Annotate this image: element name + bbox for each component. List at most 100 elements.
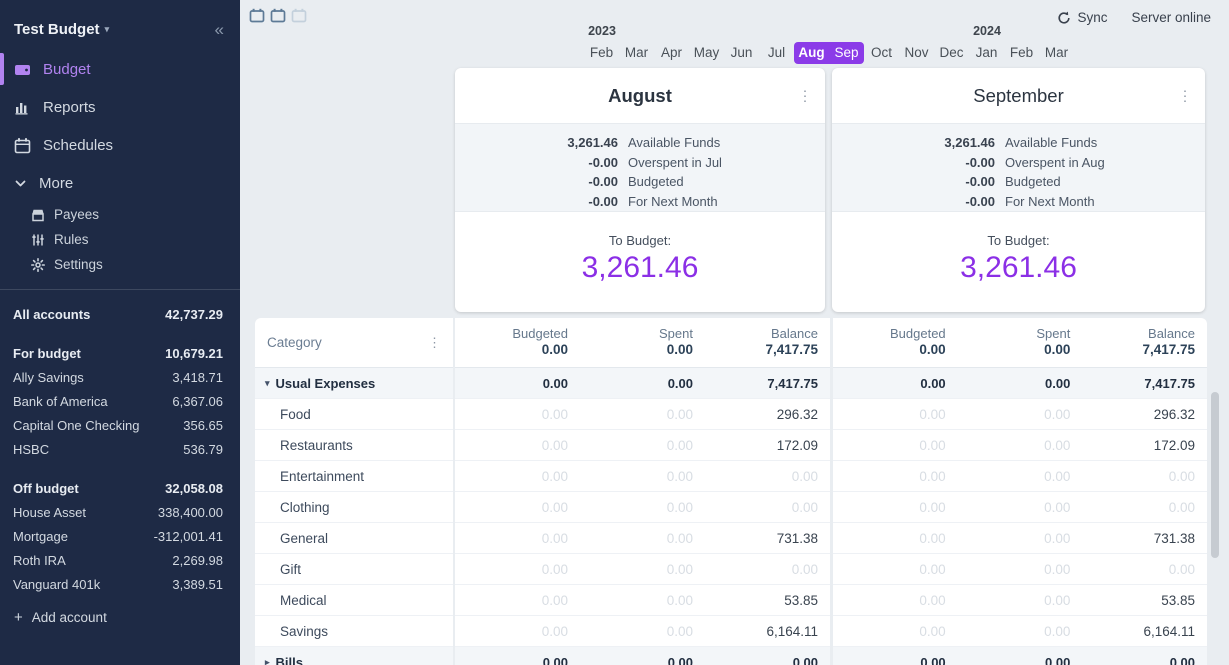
category-row-clothing[interactable]: Clothing <box>255 492 453 523</box>
budgeted-cell[interactable]: 0.00 <box>541 530 568 546</box>
category-row-gift[interactable]: Gift <box>255 554 453 585</box>
all-accounts-row[interactable]: All accounts 42,737.29 <box>13 302 223 326</box>
spent-cell[interactable]: 0.00 <box>666 468 693 484</box>
balance-column-header[interactable]: Balance 7,417.75 <box>705 326 830 367</box>
sidebar-item-payees[interactable]: Payees <box>0 202 240 227</box>
month-button-mar-1[interactable]: Mar <box>624 45 649 60</box>
sidebar-account-item[interactable]: House Asset 338,400.00 <box>13 500 223 524</box>
balance-cell[interactable]: 0.00 <box>1168 468 1196 484</box>
balance-cell[interactable]: 53.85 <box>784 592 818 608</box>
spent-cell[interactable]: 0.00 <box>666 406 693 422</box>
month-button-may-3[interactable]: May <box>693 45 720 60</box>
balance-cell[interactable]: 0.00 <box>791 561 818 577</box>
spent-cell[interactable]: 0.00 <box>666 530 693 546</box>
sidebar-account-item[interactable]: Ally Savings 3,418.71 <box>13 365 223 389</box>
spent-cell[interactable]: 0.00 <box>666 437 693 453</box>
spent-column-header[interactable]: Spent 0.00 <box>580 326 705 367</box>
sidebar-item-rules[interactable]: Rules <box>0 227 240 252</box>
budgeted-cell[interactable]: 0.00 <box>541 499 568 515</box>
budgeted-cell[interactable]: 0.00 <box>919 530 946 546</box>
collapse-group-icon[interactable]: ▾ <box>265 377 270 388</box>
one-month-view-icon[interactable] <box>249 8 265 23</box>
balance-cell[interactable]: 7,417.75 <box>767 375 818 391</box>
three-month-view-icon[interactable] <box>291 8 307 23</box>
sidebar-account-item[interactable]: Vanguard 401k 3,389.51 <box>13 572 223 596</box>
spent-cell[interactable]: 0.00 <box>666 623 693 639</box>
balance-cell[interactable]: 172.09 <box>776 437 818 453</box>
sidebar-item-more[interactable]: More <box>0 164 240 202</box>
balance-cell[interactable]: 0.00 <box>791 499 818 515</box>
budgeted-cell[interactable]: 0.00 <box>542 654 568 665</box>
spent-cell[interactable]: 0.00 <box>667 375 693 391</box>
month-button-jun-4[interactable]: Jun <box>730 45 753 60</box>
category-row-general[interactable]: General <box>255 523 453 554</box>
category-row-savings[interactable]: Savings <box>255 616 453 647</box>
spent-cell[interactable]: 0.00 <box>1044 437 1071 453</box>
budgeted-column-header[interactable]: Budgeted 0.00 <box>833 326 958 367</box>
sidebar-account-item[interactable]: HSBC 536.79 <box>13 437 223 461</box>
balance-cell[interactable]: 296.32 <box>776 406 818 422</box>
month-button-aug-6[interactable]: Aug <box>794 42 829 64</box>
balance-cell[interactable]: 0.00 <box>1168 561 1196 577</box>
category-group-usual-expenses[interactable]: ▾ Usual Expenses <box>255 368 453 399</box>
budgeted-cell[interactable]: 0.00 <box>541 623 568 639</box>
sidebar-account-item[interactable]: Mortgage -312,001.41 <box>13 524 223 548</box>
account-group-header[interactable]: For budget 10,679.21 <box>13 341 223 365</box>
balance-cell[interactable]: 0.00 <box>791 468 818 484</box>
spent-cell[interactable]: 0.00 <box>1044 592 1071 608</box>
vertical-scrollbar[interactable] <box>1211 392 1219 558</box>
budgeted-cell[interactable]: 0.00 <box>920 375 946 391</box>
spent-cell[interactable]: 0.00 <box>1044 530 1071 546</box>
month-button-jul-5[interactable]: Jul <box>767 45 786 60</box>
budgeted-column-header[interactable]: Budgeted 0.00 <box>455 326 580 367</box>
sidebar-item-settings[interactable]: Settings <box>0 252 240 277</box>
budgeted-cell[interactable]: 0.00 <box>919 406 946 422</box>
sync-button[interactable]: Sync <box>1057 10 1107 25</box>
sidebar-account-item[interactable]: Bank of America 6,367.06 <box>13 389 223 413</box>
category-menu-kebab-icon[interactable]: ⋮ <box>428 334 441 350</box>
budgeted-cell[interactable]: 0.00 <box>541 561 568 577</box>
spent-cell[interactable]: 0.00 <box>1044 468 1071 484</box>
to-budget[interactable]: To Budget: 3,261.46 <box>832 212 1205 285</box>
month-button-jan-11[interactable]: Jan <box>975 45 998 60</box>
category-group-bills[interactable]: ▸ Bills <box>255 647 453 665</box>
server-status[interactable]: Server online <box>1131 10 1211 25</box>
balance-cell[interactable]: 0.00 <box>1169 654 1196 665</box>
balance-cell[interactable]: 172.09 <box>1153 437 1196 453</box>
month-button-oct-8[interactable]: Oct <box>870 45 892 60</box>
budgeted-cell[interactable]: 0.00 <box>541 592 568 608</box>
budgeted-cell[interactable]: 0.00 <box>919 437 946 453</box>
add-account-button[interactable]: + Add account <box>0 596 240 639</box>
sidebar-collapse-button[interactable]: « <box>214 20 224 39</box>
month-button-feb-0[interactable]: Feb <box>589 45 614 60</box>
sidebar-item-budget[interactable]: Budget <box>0 50 240 88</box>
expand-group-icon[interactable]: ▸ <box>265 656 270 665</box>
balance-cell[interactable]: 53.85 <box>1161 592 1196 608</box>
spent-cell[interactable]: 0.00 <box>666 592 693 608</box>
spent-cell[interactable]: 0.00 <box>666 499 693 515</box>
spent-cell[interactable]: 0.00 <box>1045 654 1071 665</box>
to-budget[interactable]: To Budget: 3,261.46 <box>455 212 825 285</box>
month-button-apr-2[interactable]: Apr <box>660 45 682 60</box>
balance-cell[interactable]: 6,164.11 <box>1143 623 1196 639</box>
month-button-mar-13[interactable]: Mar <box>1044 45 1069 60</box>
category-row-food[interactable]: Food <box>255 399 453 430</box>
month-menu-kebab-icon[interactable]: ⋮ <box>1178 87 1192 103</box>
sidebar-item-reports[interactable]: Reports <box>0 88 240 126</box>
category-row-restaurants[interactable]: Restaurants <box>255 430 453 461</box>
budgeted-cell[interactable]: 0.00 <box>919 468 946 484</box>
sidebar-account-item[interactable]: Roth IRA 2,269.98 <box>13 548 223 572</box>
spent-cell[interactable]: 0.00 <box>1044 499 1071 515</box>
balance-column-header[interactable]: Balance 7,417.75 <box>1082 326 1207 367</box>
budgeted-cell[interactable]: 0.00 <box>541 468 568 484</box>
spent-cell[interactable]: 0.00 <box>1044 561 1071 577</box>
budgeted-cell[interactable]: 0.00 <box>919 592 946 608</box>
month-button-sep-7[interactable]: Sep <box>829 42 864 64</box>
budgeted-cell[interactable]: 0.00 <box>542 375 568 391</box>
balance-cell[interactable]: 0.00 <box>792 654 818 665</box>
category-row-medical[interactable]: Medical <box>255 585 453 616</box>
balance-cell[interactable]: 6,164.11 <box>766 623 818 639</box>
budgeted-cell[interactable]: 0.00 <box>919 623 946 639</box>
balance-cell[interactable]: 7,417.75 <box>1144 375 1196 391</box>
spent-cell[interactable]: 0.00 <box>666 561 693 577</box>
